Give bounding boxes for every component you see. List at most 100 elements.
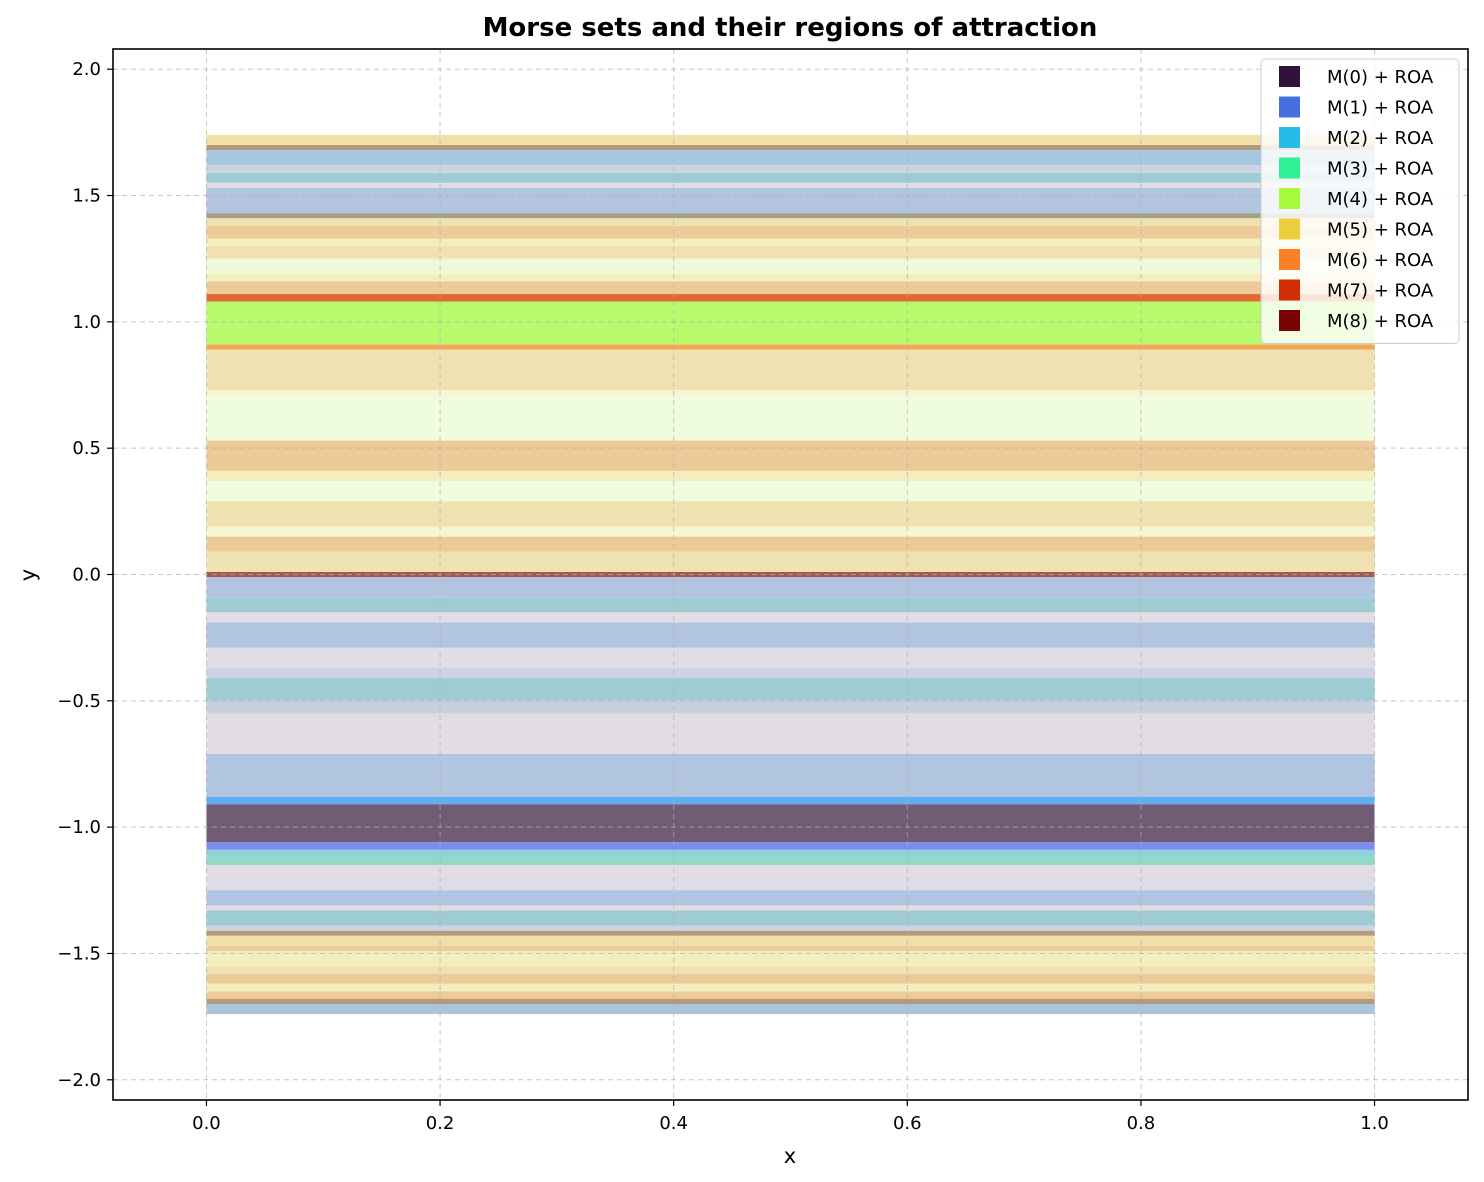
x-tick-label: 0.0 xyxy=(192,1113,221,1134)
region-band xyxy=(206,225,1375,239)
legend-label: M(6) + ROA xyxy=(1327,250,1434,271)
y-axis-label: y xyxy=(16,569,40,581)
legend-swatch xyxy=(1279,157,1300,179)
region-band xyxy=(206,973,1375,984)
legend-label: M(7) + ROA xyxy=(1327,281,1434,302)
region-band xyxy=(206,145,1375,151)
legend-label: M(2) + ROA xyxy=(1327,128,1434,149)
region-band xyxy=(206,273,1375,282)
region-band xyxy=(206,678,1375,701)
legend-label: M(4) + ROA xyxy=(1327,189,1434,210)
region-band xyxy=(206,440,1375,471)
region-band xyxy=(206,950,1375,967)
y-tick-label: 0.0 xyxy=(72,565,101,586)
region-band xyxy=(206,349,1375,391)
legend-swatch xyxy=(1279,188,1300,209)
legend-swatch xyxy=(1279,310,1300,331)
x-axis-label: x xyxy=(784,1144,796,1168)
x-tick-label: 0.2 xyxy=(426,1113,455,1134)
region-band xyxy=(206,213,1375,219)
region-band xyxy=(206,796,1375,805)
region-band xyxy=(206,700,1375,714)
region-band xyxy=(206,344,1375,350)
y-tick-label: 1.5 xyxy=(72,186,101,207)
region-band xyxy=(206,865,1375,876)
region-band xyxy=(206,182,1375,188)
region-band xyxy=(206,134,1375,146)
y-tick-label: −1.5 xyxy=(57,943,101,964)
legend-label: M(0) + ROA xyxy=(1327,67,1434,88)
region-band xyxy=(206,753,1375,797)
region-band xyxy=(206,925,1375,931)
region-band xyxy=(206,258,1375,274)
region-band xyxy=(206,218,1375,226)
legend-label: M(1) + ROA xyxy=(1327,98,1434,119)
y-tick-label: −2.0 xyxy=(57,1070,101,1091)
region-band xyxy=(206,294,1375,302)
y-tick-label: −0.5 xyxy=(57,691,101,712)
region-band xyxy=(206,172,1375,183)
region-band xyxy=(206,804,1375,843)
region-band xyxy=(206,842,1375,850)
region-band xyxy=(206,647,1375,668)
region-band xyxy=(206,246,1375,259)
y-tick-label: 1.0 xyxy=(72,312,101,333)
region-band xyxy=(206,930,1375,936)
x-axis-ticks: 0.0 0.2 0.4 0.6 0.8 1.0 xyxy=(192,1100,1389,1134)
region-band xyxy=(206,857,1375,866)
chart-title: Morse sets and their regions of attracti… xyxy=(483,13,1098,43)
legend-swatch xyxy=(1279,279,1300,301)
legend-swatch xyxy=(1279,66,1300,87)
region-band xyxy=(206,713,1375,754)
region-band xyxy=(206,875,1375,891)
region-band xyxy=(206,849,1375,858)
region-band xyxy=(206,501,1375,527)
region-band xyxy=(206,281,1375,295)
y-tick-label: 0.5 xyxy=(72,438,101,459)
region-band xyxy=(206,390,1375,398)
region-band xyxy=(206,890,1375,906)
y-tick-label: 2.0 xyxy=(72,59,101,80)
region-band xyxy=(206,526,1375,537)
region-band xyxy=(206,301,1375,345)
region-band xyxy=(206,536,1375,552)
region-band xyxy=(206,165,1375,173)
region-band xyxy=(206,905,1375,911)
region-band xyxy=(206,998,1375,1004)
region-band xyxy=(206,612,1375,623)
region-band xyxy=(206,667,1375,679)
x-tick-label: 0.6 xyxy=(893,1113,922,1134)
region-band xyxy=(206,551,1375,572)
region-band xyxy=(206,935,1375,946)
legend-swatch xyxy=(1279,249,1300,270)
legend-label: M(5) + ROA xyxy=(1327,220,1434,241)
region-band xyxy=(206,577,1375,598)
region-band xyxy=(206,397,1375,441)
region-band xyxy=(206,910,1375,926)
legend-swatch xyxy=(1279,96,1300,118)
y-axis-ticks: 2.0 1.5 1.0 0.5 0.0 −0.5 −1.0 −1.5 −2.0 xyxy=(57,59,113,1091)
bands-layer xyxy=(206,134,1375,1015)
y-tick-label: −1.0 xyxy=(57,817,101,838)
region-band xyxy=(206,187,1375,214)
legend: M(0) + ROA M(1) + ROA M(2) + ROA M(3) + ROA… xyxy=(1260,58,1460,344)
legend-swatch xyxy=(1279,127,1300,148)
legend-label: M(3) + ROA xyxy=(1327,159,1434,180)
region-band xyxy=(206,481,1375,502)
legend-label: M(8) + ROA xyxy=(1327,311,1434,332)
region-band xyxy=(206,470,1375,482)
x-tick-label: 0.4 xyxy=(659,1113,688,1134)
region-band xyxy=(206,238,1375,247)
x-tick-label: 1.0 xyxy=(1360,1113,1389,1134)
region-band xyxy=(206,150,1375,166)
legend-box xyxy=(1260,58,1460,344)
x-tick-label: 0.8 xyxy=(1127,1113,1156,1134)
region-band xyxy=(206,945,1375,951)
region-band xyxy=(206,991,1375,999)
region-band xyxy=(206,966,1375,974)
region-band xyxy=(206,983,1375,992)
region-band xyxy=(206,597,1375,613)
region-band xyxy=(206,622,1375,648)
legend-swatch xyxy=(1279,218,1300,240)
